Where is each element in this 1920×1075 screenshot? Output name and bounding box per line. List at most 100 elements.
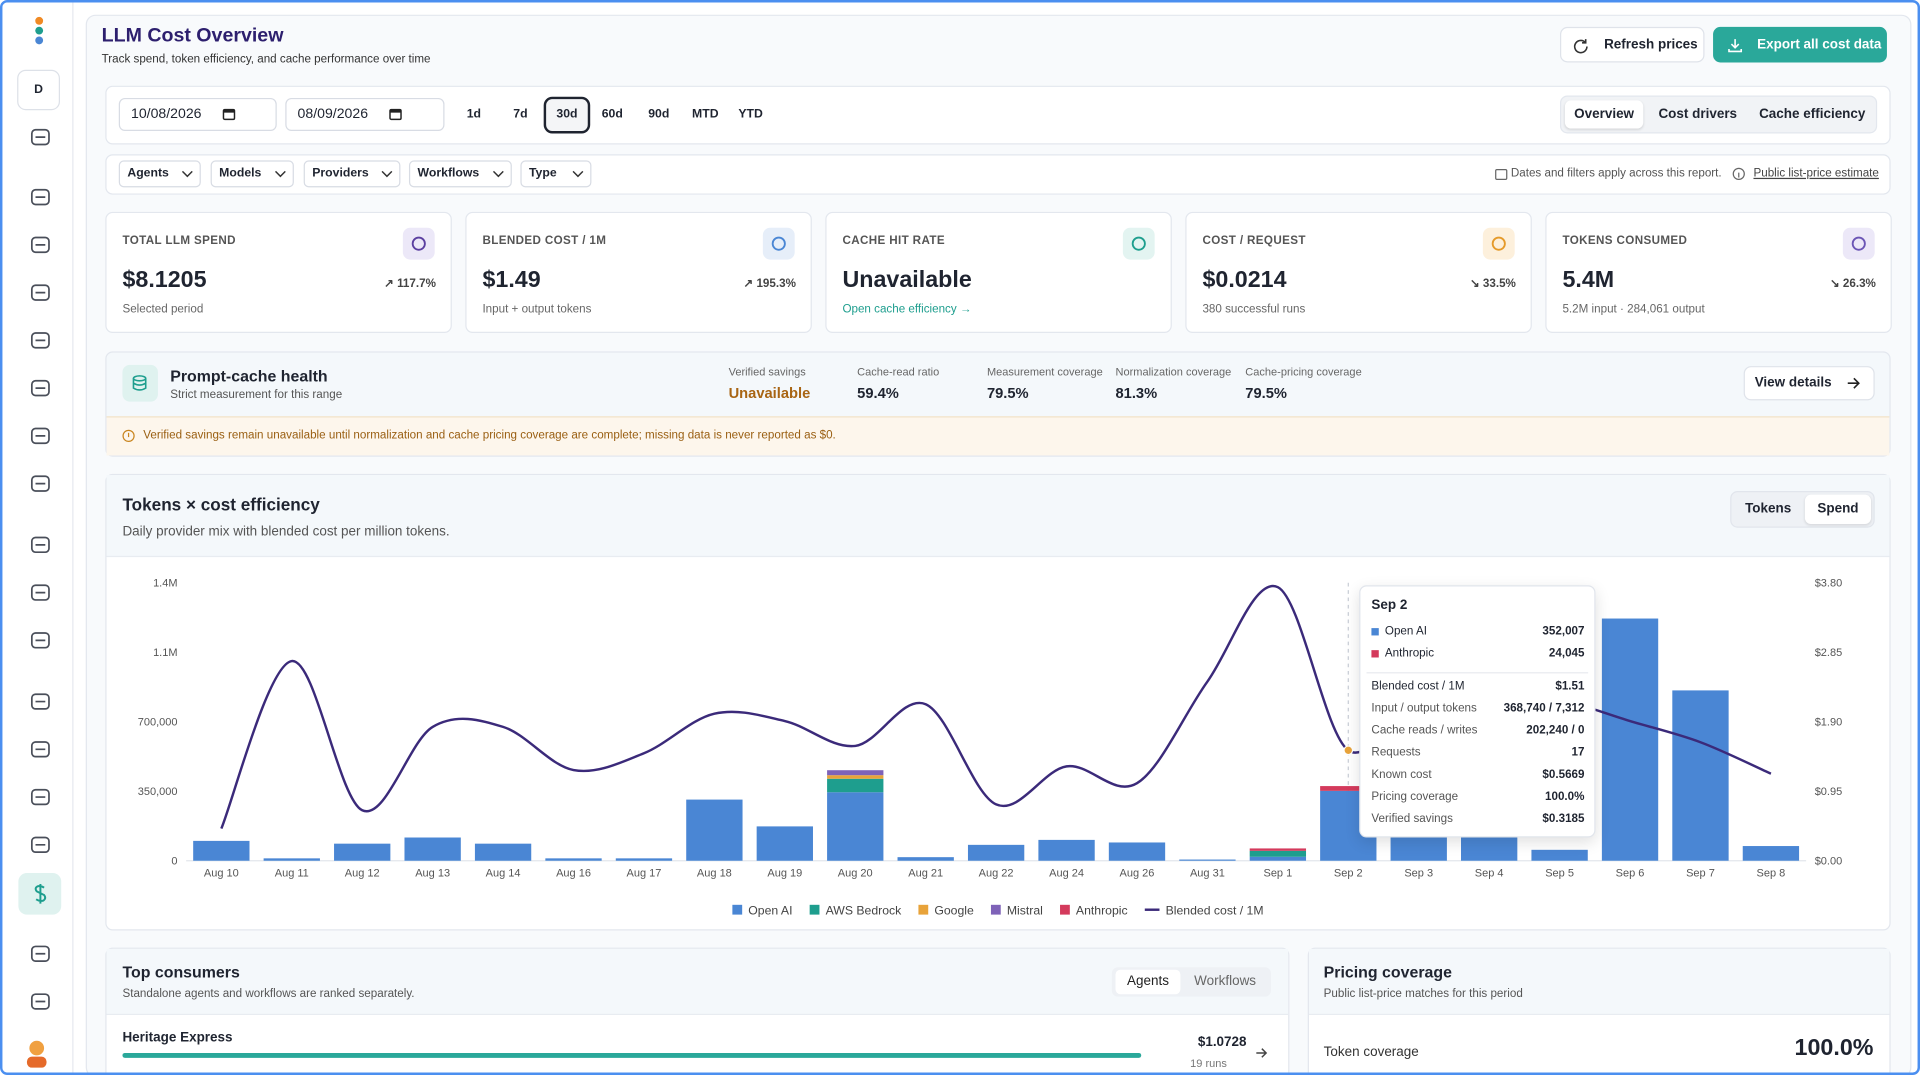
export-button[interactable]: [1713, 26, 1887, 63]
x-tick-label: Aug 16: [556, 868, 591, 880]
range-option: MTD: [692, 107, 719, 122]
legend-label: Open AI: [748, 904, 792, 918]
date-input[interactable]: [285, 97, 445, 132]
chart-subtitle: Daily provider mix with blended cost per…: [122, 524, 450, 540]
kpi-link[interactable]: Open cache efficiency →: [842, 302, 972, 317]
x-tick-label: Sep 6: [1616, 868, 1645, 880]
legend-label: Mistral: [1007, 904, 1043, 918]
date-input[interactable]: [118, 97, 277, 132]
kpi-value: 5.4M: [1562, 267, 1615, 294]
kpi-subtext: Input + output tokens: [482, 302, 592, 317]
bar-segment: [404, 837, 461, 861]
bar-segment: [1249, 848, 1307, 851]
consumer-subtext: 19 runs: [1190, 1057, 1227, 1070]
kpi-change: ↗ 117.7%: [384, 277, 436, 291]
bar-segment: [1249, 850, 1307, 857]
tooltip-divider: [1366, 672, 1589, 674]
metric-label: Cache-read ratio: [857, 365, 940, 378]
kpi-icon: [1842, 227, 1875, 260]
y2-tick-label: $3.80: [1815, 577, 1843, 589]
kpi-label: TOTAL LLM SPEND: [122, 234, 236, 248]
legend-label: Google: [934, 904, 974, 918]
card-header: [1308, 948, 1890, 1016]
metric-label: Cache-pricing coverage: [1245, 365, 1362, 378]
kpi-glyph: [1131, 236, 1146, 251]
filter-label: Type: [528, 166, 557, 180]
nav-icon: [30, 693, 50, 710]
nav-icon: [30, 536, 50, 554]
metric-value: Unavailable: [728, 384, 811, 402]
bar-segment: [827, 775, 884, 779]
x-tick-label: Sep 3: [1404, 868, 1433, 880]
x-tick-label: Aug 24: [1049, 868, 1084, 880]
x-tick-label: Aug 10: [204, 868, 239, 880]
kpi-label: TOKENS CONSUMED: [1562, 234, 1688, 248]
kpi-label: CACHE HIT RATE: [842, 234, 945, 248]
kpi-label: BLENDED COST / 1M: [482, 234, 607, 248]
kpi-glyph: [1851, 236, 1866, 251]
toggle-active[interactable]: [1804, 494, 1872, 525]
nav-icon: [30, 993, 50, 1010]
page-title: LLM Cost Overview: [101, 25, 284, 47]
bar-segment: [1601, 618, 1659, 861]
avatar: [26, 1040, 47, 1068]
refresh-button[interactable]: [1560, 26, 1705, 63]
nav-icon: [30, 584, 50, 601]
kpi-label: COST / REQUEST: [1202, 234, 1306, 248]
kpi-card: [1185, 211, 1532, 334]
warning-strip: [106, 416, 1890, 456]
metric-label: Measurement coverage: [986, 365, 1103, 378]
tooltip-label: Blended cost / 1M: [1371, 679, 1465, 694]
tooltip-value: 352,007: [1542, 624, 1585, 639]
kpi-value: $0.0214: [1202, 267, 1287, 294]
consumer-name: Heritage Express: [122, 1030, 233, 1046]
kpi-value: Unavailable: [842, 267, 972, 294]
export-icon: [1728, 39, 1743, 53]
range-option: 90d: [648, 107, 670, 122]
view-tab: Overview: [1574, 107, 1635, 122]
kpi-icon: [1482, 227, 1515, 260]
view-active[interactable]: [1564, 100, 1644, 129]
chevron: [181, 170, 193, 178]
tooltip-label: Verified savings: [1371, 812, 1453, 826]
tooltip-value: 368,740 / 7,312: [1503, 701, 1585, 716]
legend-swatch: [918, 904, 929, 915]
kpi-card: [825, 211, 1172, 334]
x-tick-label: Sep 8: [1757, 868, 1786, 880]
tooltip-value: $0.3185: [1542, 812, 1585, 826]
kpi-change: ↗ 195.3%: [743, 277, 796, 291]
nav-icon: [30, 236, 50, 254]
tooltip-value: 100.0%: [1545, 790, 1585, 804]
tooltip-value: 24,045: [1548, 646, 1585, 661]
tab-active[interactable]: [1115, 969, 1181, 995]
filter-dropdown[interactable]: [118, 160, 201, 188]
section-title: Prompt-cache health: [170, 366, 328, 386]
estimate-link[interactable]: Public list-price estimate: [1753, 166, 1879, 181]
x-tick-label: Aug 26: [1120, 868, 1155, 880]
filter-dropdown[interactable]: [210, 160, 294, 188]
range-active[interactable]: [543, 96, 591, 134]
y2-tick-label: $0.00: [1815, 855, 1843, 867]
x-tick-label: Sep 7: [1686, 868, 1715, 880]
y-tick-label: 1.1M: [153, 647, 177, 659]
filter-dropdown[interactable]: [408, 160, 512, 188]
bar-segment: [1320, 786, 1377, 791]
range-option: 30d: [556, 107, 578, 122]
filter-card: [105, 154, 1891, 195]
metric-label: Verified savings: [728, 365, 806, 378]
page-subtitle: Track spend, token efficiency, and cache…: [101, 52, 431, 67]
nav-icon: [30, 427, 50, 445]
view-tab: Cost drivers: [1658, 107, 1738, 122]
kpi-glyph: [771, 236, 786, 251]
bar-segment: [1038, 839, 1095, 861]
kpi-subtext: Selected period: [122, 302, 204, 317]
tooltip-title: Sep 2: [1371, 598, 1408, 613]
metric-value: 79.5%: [986, 384, 1029, 402]
range-option: 7d: [513, 107, 528, 122]
chevron: [274, 170, 286, 178]
section-subtitle: Strict measurement for this range: [170, 388, 343, 402]
filter-label: Workflows: [417, 166, 480, 180]
nav-icon: [30, 379, 50, 397]
y-tick-label: 1.4M: [153, 577, 177, 589]
chevron: [381, 170, 393, 178]
